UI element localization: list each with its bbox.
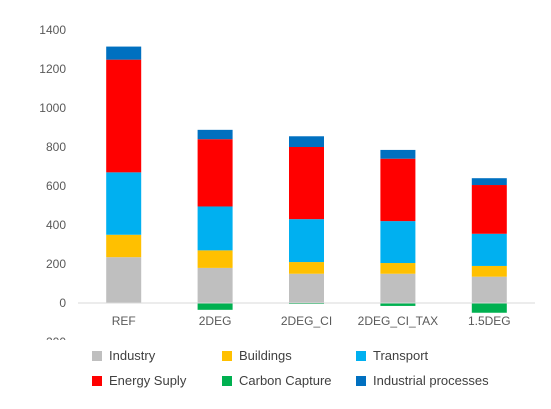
legend-item: Industrial processes: [356, 373, 489, 388]
legend-label: Buildings: [239, 348, 292, 363]
bar-segment: [106, 46, 142, 60]
y-axis-labels: -200 0 200 400 600 800 1000 1200 1400: [39, 23, 66, 340]
bar-segment: [106, 59, 142, 173]
x-category-label: 1.5DEG: [468, 314, 511, 328]
bar-segment: [197, 129, 233, 140]
legend-item: Transport: [356, 348, 428, 363]
stacked-bar-chart: -200 0 200 400 600 800 1000 1200 1400 REF 2DEG 2DE…: [39, 23, 535, 340]
legend-label: Carbon Capture: [239, 373, 332, 388]
y-tick-label: 600: [46, 179, 66, 193]
bar-segment: [380, 303, 416, 306]
bar-segment: [106, 172, 142, 235]
x-axis-labels: REF 2DEG 2DEG_CI 2DEG_CI_TAX 1.5DEG: [112, 314, 511, 328]
y-tick-label: -200: [42, 335, 66, 340]
legend-label: Energy Suply: [109, 373, 187, 388]
bars: [106, 46, 507, 313]
bar-segment: [380, 263, 416, 274]
x-category-label: 2DEG_CI: [281, 314, 332, 328]
legend-label: Transport: [373, 348, 429, 363]
legend-item: Industry: [92, 348, 155, 363]
bar-segment: [197, 267, 233, 303]
legend-swatch: [222, 375, 232, 386]
legend-swatch: [222, 350, 232, 361]
legend-swatch: [92, 375, 102, 386]
x-category-label: 2DEG: [199, 314, 232, 328]
y-tick-label: 400: [46, 218, 66, 232]
bar-segment: [106, 234, 142, 258]
legend-swatch: [356, 350, 366, 361]
x-category-label: 2DEG_CI_TAX: [358, 314, 438, 328]
legend: Industry Buildings Transport Energy Suply Ca…: [0, 340, 551, 400]
bar-segment: [471, 303, 507, 313]
y-tick-label: 200: [46, 257, 66, 271]
bar-segment: [289, 136, 324, 147]
bar-segment: [197, 303, 233, 310]
y-tick-label: 800: [46, 140, 66, 154]
bar-segment: [380, 221, 416, 264]
bar-segment: [380, 273, 416, 303]
bar-segment: [471, 233, 507, 266]
bar-segment: [471, 276, 507, 303]
legend-item: Energy Suply: [92, 373, 186, 388]
legend-item: Buildings: [222, 348, 292, 363]
y-tick-label: 1000: [39, 101, 66, 115]
bar-segment: [197, 206, 233, 251]
legend-swatch: [92, 350, 102, 361]
bar-segment: [380, 149, 416, 159]
bar-segment: [289, 147, 324, 220]
y-tick-label: 1400: [39, 23, 66, 37]
x-category-label: REF: [112, 314, 136, 328]
y-tick-label: 1200: [39, 62, 66, 76]
legend-swatch: [356, 375, 366, 386]
bar-segment: [289, 273, 324, 303]
bar-segment: [380, 158, 416, 222]
legend-label: Industrial processes: [373, 373, 489, 388]
bar-segment: [197, 250, 233, 268]
bar-segment: [289, 219, 324, 263]
bar-segment: [106, 257, 142, 303]
bar-segment: [471, 185, 507, 234]
bar-segment: [289, 262, 324, 274]
legend-label: Industry: [109, 348, 156, 363]
bar-segment: [471, 178, 507, 186]
y-tick-label: 0: [59, 296, 66, 310]
bar-segment: [197, 139, 233, 207]
legend-item: Carbon Capture: [222, 373, 332, 388]
bar-segment: [471, 265, 507, 277]
